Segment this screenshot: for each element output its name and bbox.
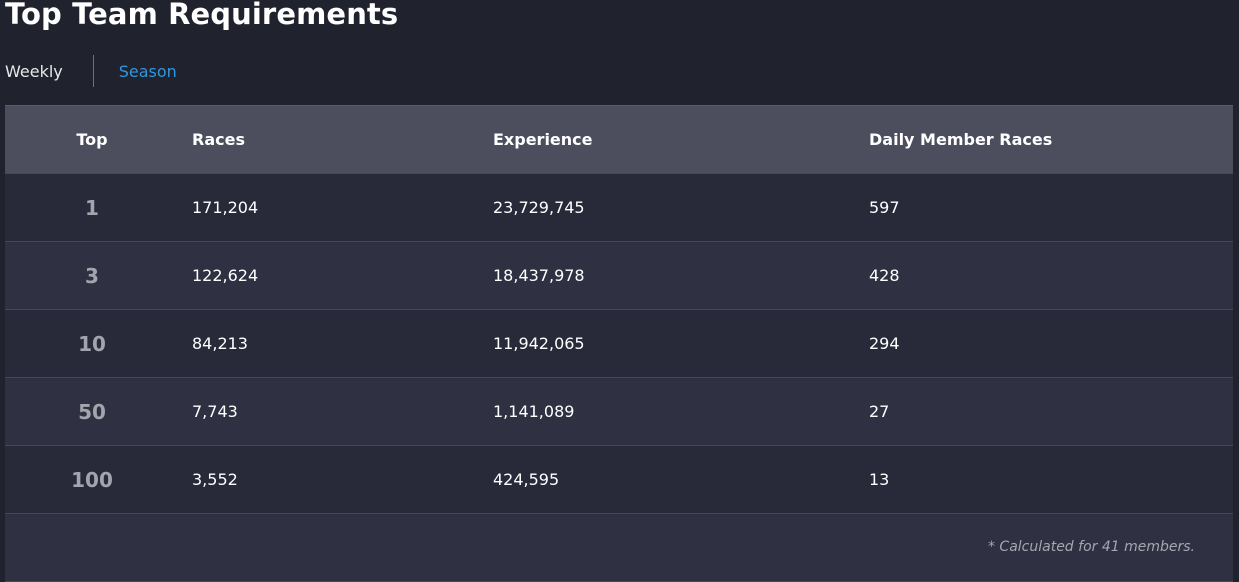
table-row: 100 3,552 424,595 13 bbox=[5, 446, 1233, 514]
table-header-row: Top Races Experience Daily Member Races bbox=[5, 106, 1233, 174]
experience-cell: 1,141,089 bbox=[493, 402, 575, 421]
experience-cell: 11,942,065 bbox=[493, 334, 585, 353]
tab-divider bbox=[92, 55, 94, 87]
table-row: 3 122,624 18,437,978 428 bbox=[5, 242, 1233, 310]
daily-member-races-cell: 13 bbox=[869, 470, 890, 489]
daily-member-races-cell: 294 bbox=[869, 334, 900, 353]
tab-weekly[interactable]: Weekly bbox=[5, 61, 63, 81]
rank-cell: 3 bbox=[85, 263, 99, 288]
page-title: Top Team Requirements bbox=[5, 0, 399, 31]
footnote: * Calculated for 41 members. bbox=[987, 539, 1195, 555]
races-cell: 122,624 bbox=[192, 266, 259, 285]
daily-member-races-cell: 428 bbox=[869, 266, 900, 285]
rank-cell: 10 bbox=[78, 331, 106, 356]
races-cell: 84,213 bbox=[192, 334, 248, 353]
races-cell: 7,743 bbox=[192, 402, 238, 421]
column-header-experience: Experience bbox=[493, 130, 593, 149]
table-row: 1 171,204 23,729,745 597 bbox=[5, 174, 1233, 242]
rank-cell: 50 bbox=[78, 399, 106, 424]
races-cell: 3,552 bbox=[192, 470, 238, 489]
experience-cell: 18,437,978 bbox=[493, 266, 585, 285]
daily-member-races-cell: 597 bbox=[869, 198, 900, 217]
races-cell: 171,204 bbox=[192, 198, 259, 217]
table-row: 10 84,213 11,942,065 294 bbox=[5, 310, 1233, 378]
period-tabs: Weekly Season bbox=[5, 55, 177, 87]
table-footer: * Calculated for 41 members. bbox=[5, 514, 1233, 582]
requirements-table: Top Races Experience Daily Member Races … bbox=[5, 105, 1233, 582]
daily-member-races-cell: 27 bbox=[869, 402, 890, 421]
column-header-daily-member-races: Daily Member Races bbox=[869, 130, 1053, 149]
rank-cell: 1 bbox=[85, 195, 99, 220]
experience-cell: 23,729,745 bbox=[493, 198, 585, 217]
column-header-top: Top bbox=[76, 130, 108, 149]
experience-cell: 424,595 bbox=[493, 470, 560, 489]
rank-cell: 100 bbox=[71, 467, 113, 492]
table-row: 50 7,743 1,141,089 27 bbox=[5, 378, 1233, 446]
column-header-races: Races bbox=[192, 130, 245, 149]
tab-season[interactable]: Season bbox=[118, 61, 177, 81]
